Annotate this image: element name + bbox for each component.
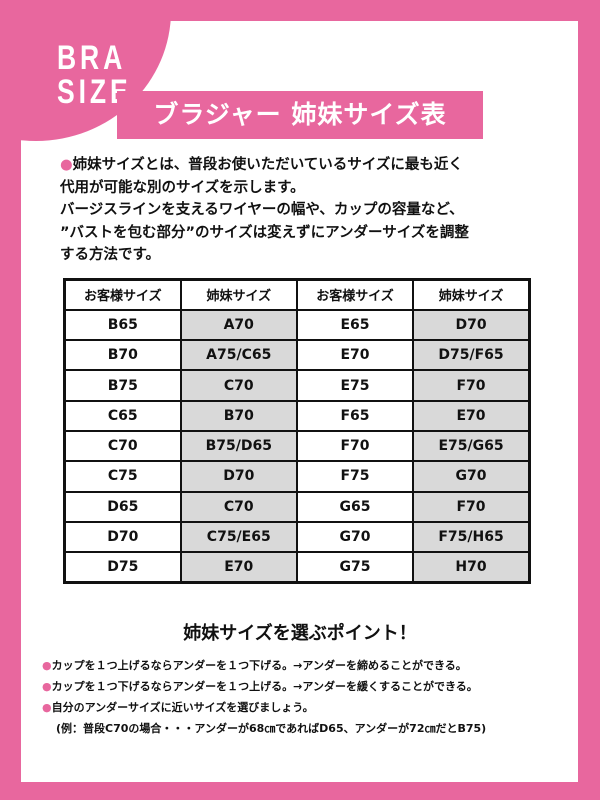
list-item: ●カップを１つ上げるならアンダーを１つ下げる。→アンダーを締めることができる。 — [42, 655, 486, 676]
table-row: C75 D70 F75 G70 — [63, 460, 531, 493]
sister-size-cell: E70 — [179, 551, 298, 584]
customer-size-cell: C75 — [63, 460, 182, 493]
intro-text: ●姉妹サイズとは、普段お使いただいているサイズに最も近く 代用が可能な別のサイズ… — [60, 154, 469, 267]
customer-size-cell: B70 — [63, 339, 182, 372]
sister-size-cell: B75/D65 — [179, 429, 298, 463]
sister-size-cell: G70 — [412, 460, 531, 493]
customer-size-cell: F75 — [295, 460, 415, 493]
sister-size-cell: F75/H65 — [412, 520, 531, 554]
list-item: ●自分のアンダーサイズに近いサイズを選びましょう。 — [42, 697, 486, 718]
customer-size-cell: E65 — [295, 308, 415, 342]
customer-size-cell: D65 — [63, 490, 182, 523]
points-heading: 姉妹サイズを選ぶポイント！ — [183, 623, 417, 644]
bullet-icon: ● — [42, 680, 52, 693]
customer-size-cell: G65 — [295, 490, 415, 523]
customer-size-cell: C70 — [63, 429, 182, 463]
customer-size-cell: F65 — [295, 399, 415, 432]
sister-size-cell: C75/E65 — [179, 520, 298, 554]
customer-size-cell: F70 — [295, 429, 415, 463]
list-item: ●カップを１つ下げるならアンダーを１つ上げる。→アンダーを緩くすることができる。 — [42, 676, 486, 697]
sister-size-cell: F70 — [412, 369, 531, 402]
customer-size-cell: E70 — [295, 339, 415, 372]
bullet-icon: ● — [42, 659, 52, 672]
column-header: 姉妹サイズ — [179, 278, 298, 311]
table-row: B65 A70 E65 D70 — [63, 308, 531, 342]
intro-line: 姉妹サイズとは、普段お使いただいているサイズに最も近く — [72, 157, 463, 173]
customer-size-cell: C65 — [63, 399, 182, 432]
sister-size-cell: A75/C65 — [179, 339, 298, 372]
table-row: D65 C70 G65 F70 — [63, 490, 531, 523]
bullet-icon: ● — [60, 157, 73, 173]
sister-size-cell: D70 — [179, 460, 298, 493]
sister-size-cell: D70 — [412, 308, 531, 342]
customer-size-cell: B75 — [63, 369, 182, 402]
intro-line: ”バストを包む部分”のサイズは変えずにアンダーサイズを調整 — [60, 224, 469, 241]
sister-size-cell: E75/G65 — [412, 429, 531, 463]
column-header: お客様サイズ — [295, 278, 415, 311]
customer-size-cell: D70 — [63, 520, 182, 554]
sister-size-cell: D75/F65 — [412, 339, 531, 372]
customer-size-cell: G75 — [295, 551, 415, 584]
sister-size-table: お客様サイズ 姉妹サイズ お客様サイズ 姉妹サイズ B65 A70 E65 D70 B7… — [63, 278, 531, 584]
sister-size-cell: C70 — [179, 490, 298, 523]
table-row: C70 B75/D65 F70 E75/G65 — [63, 429, 531, 463]
customer-size-cell: D75 — [63, 551, 182, 584]
point-text: カップを１つ下げるならアンダーを１つ上げる。→アンダーを緩くすることができる。 — [51, 680, 478, 693]
logo-line2: SIZE — [57, 73, 132, 111]
page-title: ブラジャー 姉妹サイズ表 — [117, 91, 483, 139]
bullet-icon: ● — [42, 701, 52, 714]
example-note: (例：普段C70の場合・・・アンダーが68㎝であればD65、アンダーが72㎝だと… — [56, 722, 487, 735]
table-row: B75 C70 E75 F70 — [63, 369, 531, 402]
sister-size-cell: C70 — [179, 369, 298, 402]
customer-size-cell: B65 — [63, 308, 182, 342]
customer-size-cell: G70 — [295, 520, 415, 554]
column-header: 姉妹サイズ — [412, 278, 531, 311]
table-row: B70 A75/C65 E70 D75/F65 — [63, 339, 531, 372]
column-header: お客様サイズ — [63, 278, 182, 311]
sister-size-cell: A70 — [179, 308, 298, 342]
sister-size-cell: B70 — [179, 399, 298, 432]
logo: BRA SIZE — [57, 41, 132, 109]
customer-size-cell: E75 — [295, 369, 415, 402]
intro-line: する方法です。 — [60, 247, 161, 263]
table-row: D75 E70 G75 H70 — [63, 551, 531, 584]
point-text: 自分のアンダーサイズに近いサイズを選びましょう。 — [51, 701, 314, 714]
table-row: C65 B70 F65 E70 — [63, 399, 531, 432]
sister-size-cell: E70 — [412, 399, 531, 432]
table-row: D70 C75/E65 G70 F75/H65 — [63, 520, 531, 554]
intro-line: 代用が可能な別のサイズを示します。 — [60, 179, 305, 196]
intro-line: バージスラインを支えるワイヤーの幅や、カップの容量など、 — [60, 202, 464, 218]
logo-line1: BRA — [57, 39, 127, 77]
point-text: カップを１つ上げるならアンダーを１つ下げる。→アンダーを締めることができる。 — [51, 659, 467, 672]
sister-size-cell: F70 — [412, 490, 531, 523]
points-list: ●カップを１つ上げるならアンダーを１つ下げる。→アンダーを締めることができる。 … — [42, 655, 486, 739]
sister-size-cell: H70 — [412, 551, 531, 584]
